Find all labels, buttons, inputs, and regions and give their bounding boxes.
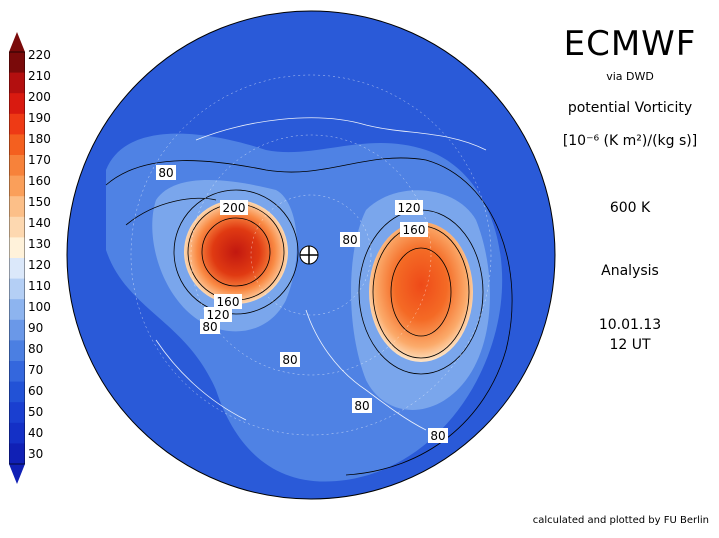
contour-label: 160: [403, 223, 426, 237]
vortex-east: [369, 222, 473, 362]
colorbar-bottom-arrow: [9, 464, 25, 484]
colorbar-label: 130: [28, 237, 51, 251]
coastline: [155, 339, 247, 421]
colorbar-label: 40: [28, 426, 44, 440]
colorbar-swatch: [9, 196, 25, 218]
north-pole-marker: [299, 245, 319, 265]
variable-label: potential Vorticity: [567, 100, 693, 116]
colorbar-swatch: [9, 113, 25, 135]
contour-label: 80: [282, 353, 297, 367]
contour-label: 160: [217, 295, 240, 309]
contour-label: 80: [430, 429, 445, 443]
contour-label: 80: [202, 320, 217, 334]
colorbar-label: 190: [28, 111, 51, 125]
colorbar-swatch: [9, 258, 25, 280]
colorbar-swatch: [9, 402, 25, 424]
contour-line: [173, 189, 299, 315]
time-label: 12 UT: [609, 337, 651, 353]
colorbar-label: 210: [28, 69, 51, 83]
contour-label-box: [400, 222, 428, 237]
contour-label-box: [352, 398, 372, 413]
colorbar-label: 180: [28, 132, 51, 146]
contour-label-box: [340, 232, 360, 247]
contour-label: 120: [398, 201, 421, 215]
map-border: [66, 10, 556, 500]
colorbar: [9, 32, 25, 484]
colorbar-label: 160: [28, 174, 51, 188]
colorbar-label: 50: [28, 405, 44, 419]
contour-label-box: [156, 165, 176, 180]
contour-label-box: [280, 352, 300, 367]
colorbar-swatch: [9, 134, 25, 156]
contour-label-box: [214, 294, 242, 309]
date-label: 10.01.13: [598, 317, 662, 333]
contour-label-box: [200, 319, 220, 334]
latitude-circle: [250, 194, 372, 316]
colorbar-swatch: [9, 93, 25, 115]
contour-label-box: [395, 200, 423, 215]
contour-label: 200: [223, 201, 246, 215]
latitude-circle: [190, 134, 432, 376]
colorbar-swatch: [9, 340, 25, 362]
colorbar-label: 220: [28, 48, 51, 62]
contour-label: 80: [354, 399, 369, 413]
colorbar-swatch: [9, 52, 25, 74]
source-label: via DWD: [606, 70, 654, 83]
colorbar-swatch: [9, 319, 25, 341]
analysis-label: Analysis: [601, 263, 659, 279]
contour-label-box: [428, 428, 448, 443]
colorbar-swatch: [9, 361, 25, 383]
colorbar-label: 140: [28, 216, 51, 230]
contour-line: [201, 217, 271, 287]
contour-line: [125, 197, 217, 226]
colorbar-label: 100: [28, 300, 51, 314]
contour-label: 120: [207, 308, 230, 322]
contour-label-box: [204, 307, 232, 322]
colorbar-swatch: [9, 175, 25, 197]
colorbar-label: 60: [28, 384, 44, 398]
coastline: [305, 309, 427, 431]
colorbar-label: 120: [28, 258, 51, 272]
colorbar-swatch: [9, 299, 25, 321]
colorbar-label: 70: [28, 363, 44, 377]
level-label: 600 K: [609, 200, 651, 216]
title: ECMWF: [563, 24, 697, 64]
colorbar-swatches: [9, 52, 25, 465]
colorbar-label: 90: [28, 321, 44, 335]
latitude-circle: [130, 74, 492, 436]
colorbar-top-arrow: [9, 32, 25, 52]
contour-label: 80: [342, 233, 357, 247]
colorbar-swatch: [9, 422, 25, 444]
colorbar-swatch: [9, 72, 25, 94]
colorbar-swatch: [9, 216, 25, 238]
colorbar-swatch: [9, 381, 25, 403]
credit-footer: calculated and plotted by FU Berlin: [532, 515, 709, 526]
units-label: [10⁻⁶ (K m²)/(kg s)]: [562, 133, 698, 149]
colorbar-swatch: [9, 278, 25, 300]
contour-line: [390, 247, 452, 337]
colorbar-label: 200: [28, 90, 51, 104]
contour-line: [105, 157, 513, 476]
coastline: [195, 117, 487, 151]
colorbar-swatch: [9, 155, 25, 177]
contour-label-box: [220, 200, 248, 215]
colorbar-swatch: [9, 237, 25, 259]
colorbar-label: 30: [28, 447, 44, 461]
colorbar-label: 170: [28, 153, 51, 167]
colorbar-label: 80: [28, 342, 44, 356]
vortex-west: [184, 200, 288, 304]
colorbar-label: 150: [28, 195, 51, 209]
colorbar-label: 110: [28, 279, 51, 293]
contour-label: 80: [158, 166, 173, 180]
colorbar-swatch: [9, 443, 25, 465]
